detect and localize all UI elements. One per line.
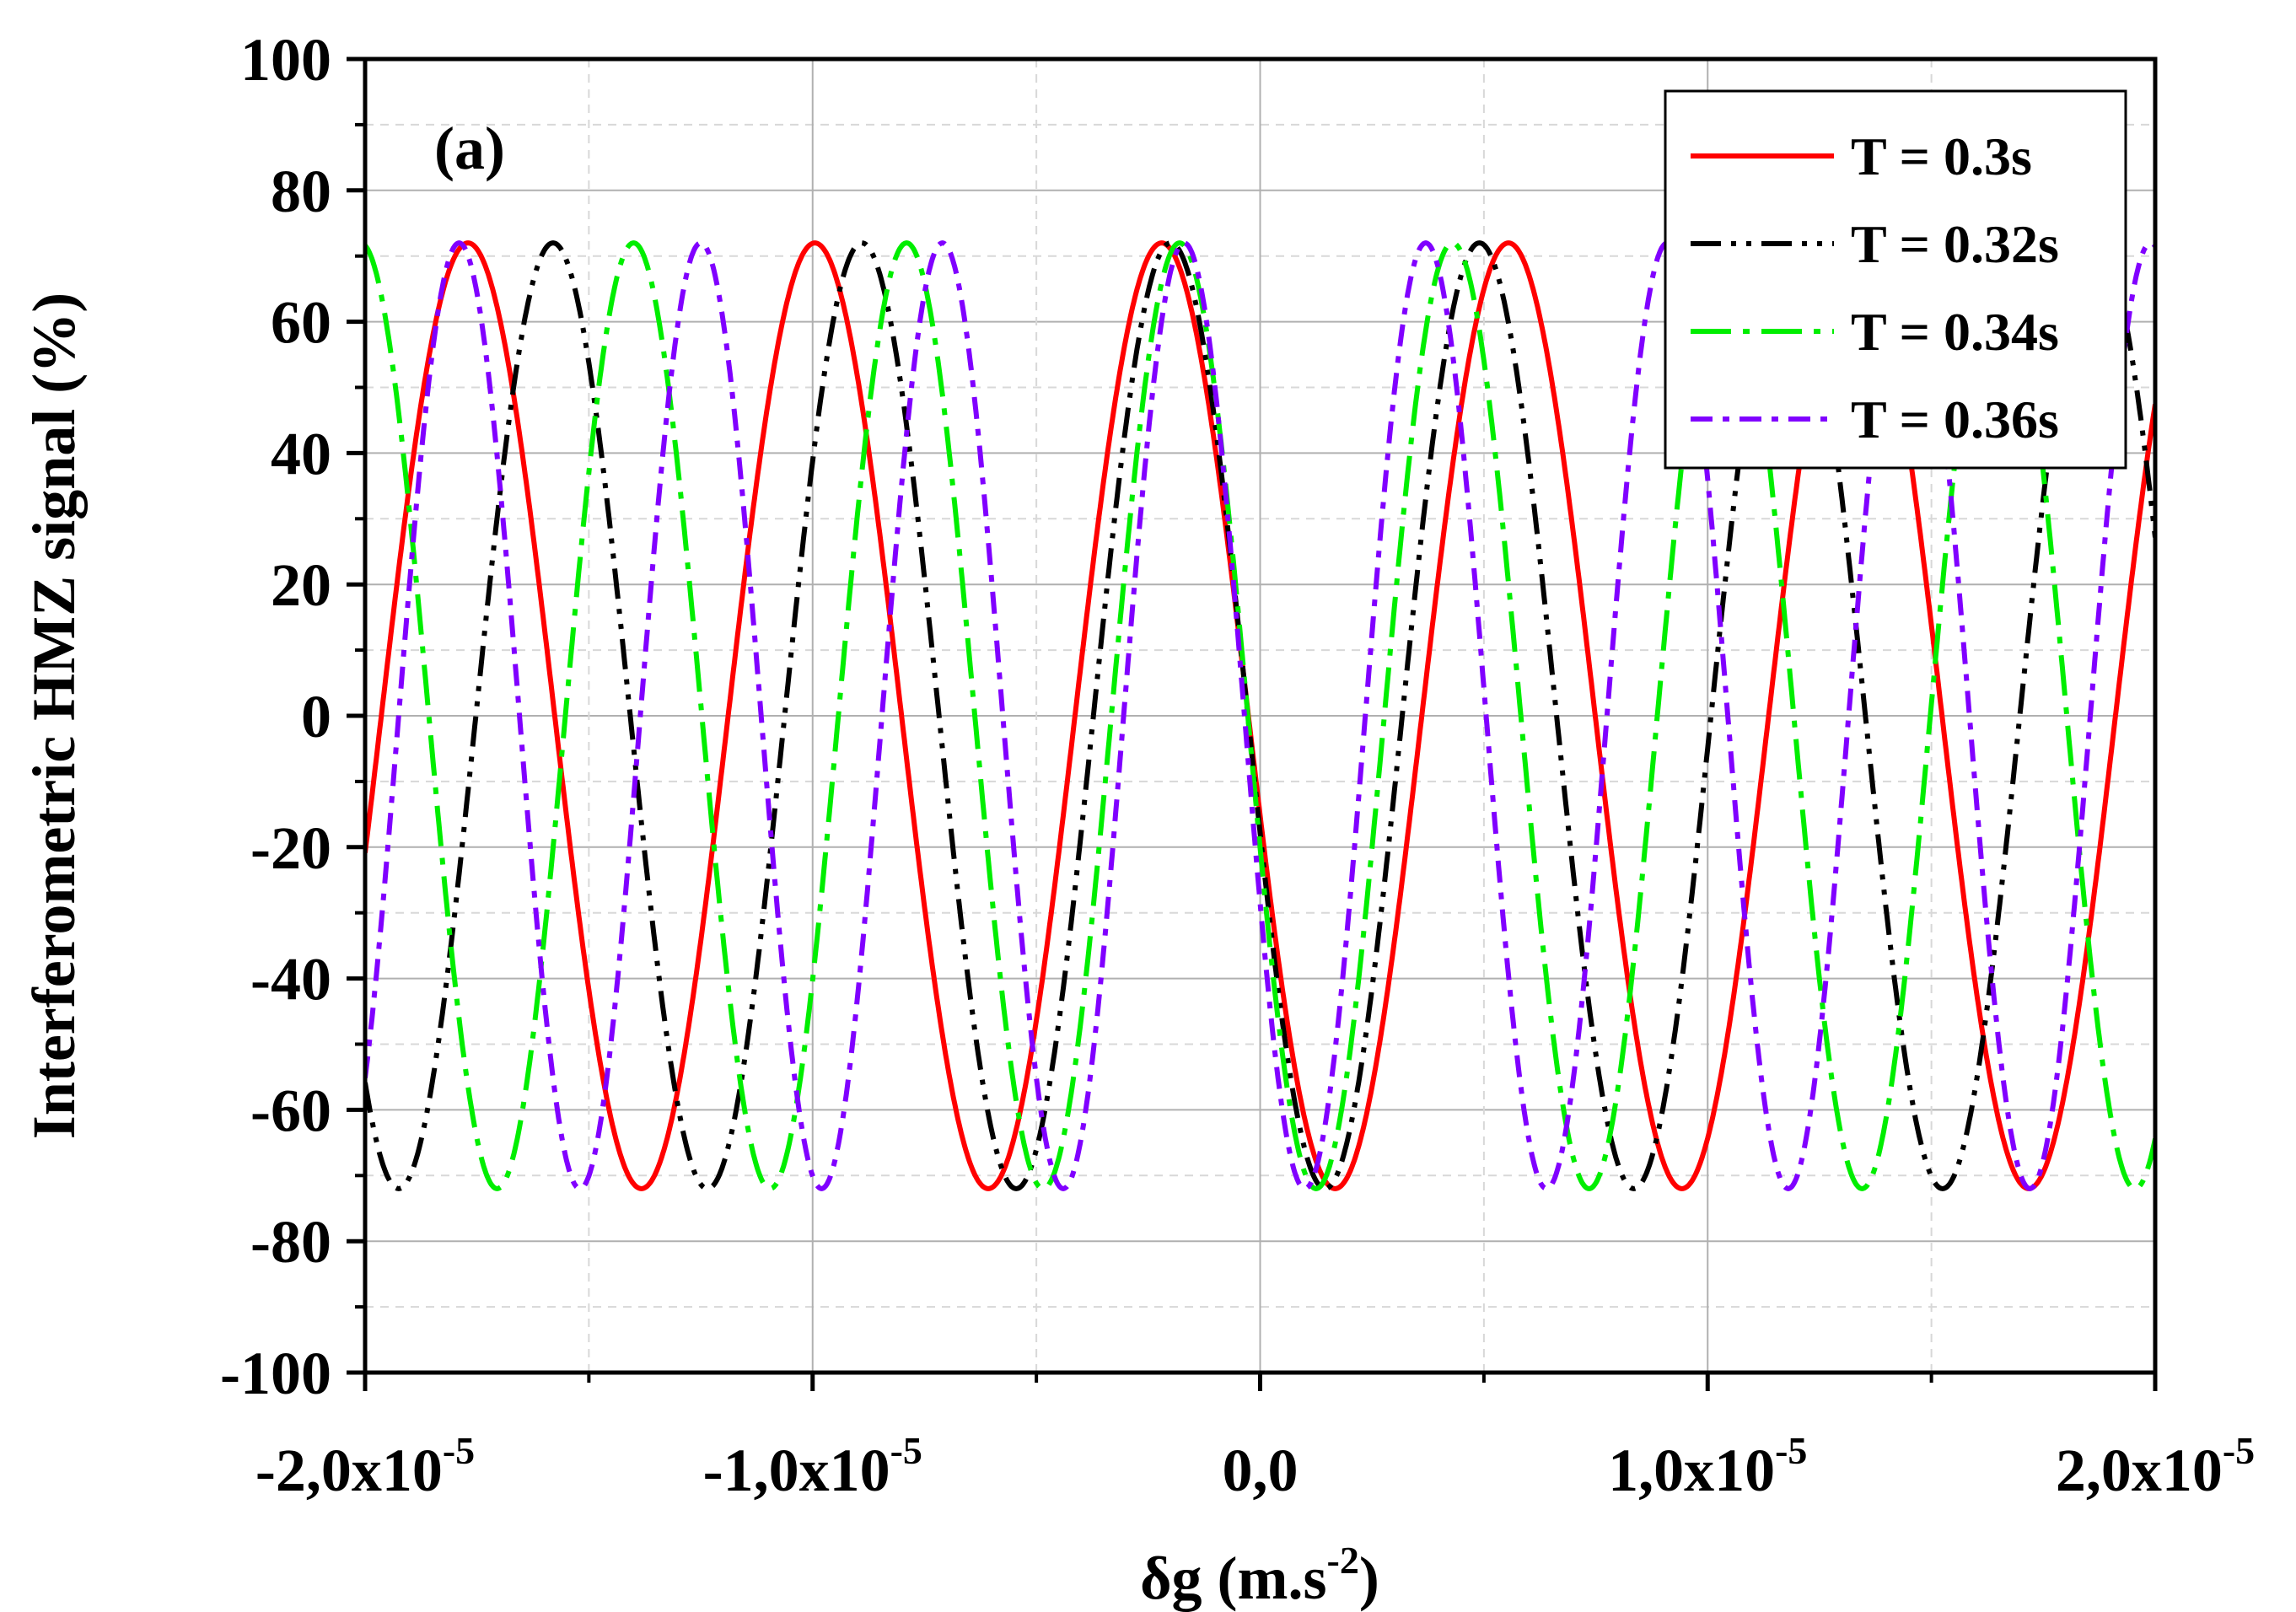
x-tick-mantissa: -1,0x10 xyxy=(703,1437,890,1504)
x-tick-exponent: -5 xyxy=(2223,1429,2255,1472)
x-tick-label: 2,0x10-5 xyxy=(2056,1429,2255,1504)
y-tick-label: -60 xyxy=(250,1077,331,1144)
y-tick-label: -100 xyxy=(220,1340,331,1407)
legend-label: T = 0.36s xyxy=(1851,390,2059,449)
x-tick-mantissa: 2,0x10 xyxy=(2056,1437,2223,1504)
x-tick-mantissa: 0,0 xyxy=(1223,1437,1299,1504)
series-line xyxy=(365,240,2155,1191)
y-tick-label: 40 xyxy=(271,420,331,487)
x-axis-title-end: ) xyxy=(1359,1545,1379,1612)
x-axis-title: δg (m.s-2) xyxy=(1140,1539,1379,1612)
y-tick-label: -20 xyxy=(250,814,331,882)
y-tick-label: 100 xyxy=(240,26,331,94)
x-tick-exponent: -5 xyxy=(890,1429,922,1472)
y-tick-label: 60 xyxy=(271,289,331,357)
x-tick-mantissa: -2,0x10 xyxy=(255,1437,443,1504)
x-tick-label: -2,0x10-5 xyxy=(255,1429,475,1504)
x-tick-labels: -2,0x10-5 -1,0x10-5 0,0 1,0x10-5 2,0x10-5 xyxy=(255,1429,2255,1504)
legend-label: T = 0.32s xyxy=(1851,214,2059,274)
series-line xyxy=(365,240,2155,1191)
legend-label: T = 0.3s xyxy=(1851,126,2032,186)
x-tick-label: -1,0x10-5 xyxy=(703,1429,922,1504)
y-tick-label: -80 xyxy=(250,1208,331,1276)
y-tick-label: 80 xyxy=(271,158,331,225)
x-tick-label: 0,0 xyxy=(1223,1437,1299,1504)
legend: T = 0.3s T = 0.32s T = 0.34s T = 0.36s xyxy=(1664,89,2127,470)
y-axis-title: Interferometric HMZ signal (%) xyxy=(20,293,88,1139)
y-tick-labels: 100 80 60 40 20 0 -20 -40 -60 -80 -100 xyxy=(220,26,331,1407)
panel-label: (a) xyxy=(434,115,505,182)
x-axis-title-sup: -2 xyxy=(1327,1539,1359,1582)
x-axis-title-main: δg (m.s xyxy=(1140,1545,1326,1612)
x-tick-exponent: -5 xyxy=(443,1429,475,1472)
x-tick-label: 1,0x10-5 xyxy=(1608,1429,1807,1504)
y-tick-label: 0 xyxy=(301,683,331,750)
series-line xyxy=(365,240,2155,1191)
x-tick-exponent: -5 xyxy=(1775,1429,1807,1472)
legend-label: T = 0.34s xyxy=(1851,302,2059,362)
x-tick-mantissa: 1,0x10 xyxy=(1608,1437,1775,1504)
y-tick-label: -40 xyxy=(250,946,331,1013)
y-tick-label: 20 xyxy=(271,551,331,619)
axis-ticks xyxy=(347,56,2158,1391)
